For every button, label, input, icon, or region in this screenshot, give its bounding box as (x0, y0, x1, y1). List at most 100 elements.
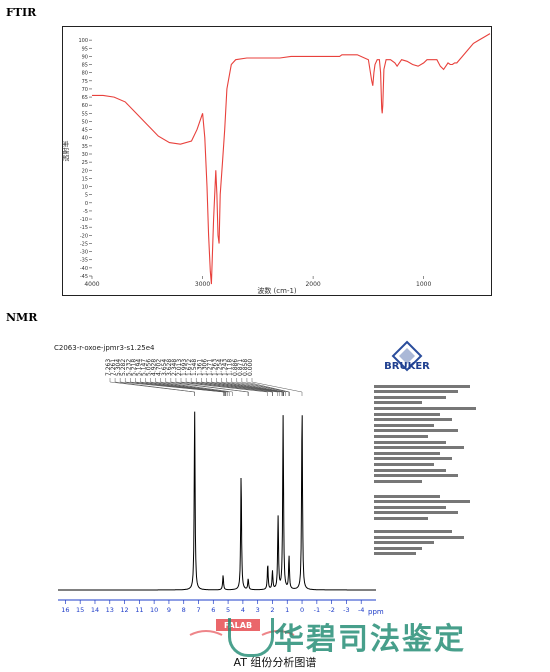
watermark-shield-icon (228, 618, 274, 657)
ftir-y-tick-label: 60 (82, 103, 88, 109)
nmr-peak-label: 1.243 (222, 359, 229, 376)
ftir-y-tick-label: 45 (82, 128, 88, 134)
nmr-peak-connector (246, 378, 290, 396)
nmr-peak-connector (236, 378, 290, 396)
nmr-section-label: NMR (6, 311, 38, 324)
nmr-x-tick-label: 3 (256, 606, 260, 614)
nmr-x-tick-label: 5 (226, 606, 230, 614)
nmr-peak-connector (124, 378, 225, 396)
ftir-y-tick-label: 35 (82, 144, 88, 150)
ftir-y-tick-label: -15 (80, 225, 88, 231)
nmr-x-tick-label: 12 (120, 606, 128, 614)
nmr-x-tick-label: 7 (196, 606, 200, 614)
ftir-y-tick-label: 90 (82, 54, 88, 60)
ftir-x-tick-label: 1000 (416, 281, 431, 288)
nmr-peak-label: 3.628 (166, 359, 173, 376)
nmr-peak-label: 1.672 (186, 359, 193, 376)
nmr-x-tick-label: -3 (343, 606, 349, 614)
nmr-peak-label: 1.118 (227, 359, 234, 376)
nmr-peak-connector (226, 378, 284, 396)
ftir-chart: 100 95 90 85 80 75 70 65 60 55 50 45 40 35 30 25 20 15 10 5… (61, 26, 492, 296)
ftir-y-tick-label: -30 (80, 250, 88, 256)
nmr-x-tick-label: 10 (150, 606, 158, 614)
ftir-y-tick-label: -45 (80, 274, 88, 280)
nmr-peak-connector (170, 378, 249, 396)
ftir-y-tick-label: 40 (82, 136, 88, 142)
ftir-plot: 1009590858075706560555045403530252015105… (61, 26, 492, 296)
nmr-peak-connector (135, 378, 226, 396)
nmr-x-tick-label: -4 (358, 606, 364, 614)
ftir-y-tick-label: 25 (82, 160, 88, 166)
ftir-y-tick-label: 10 (82, 185, 88, 191)
ftir-y-tick-label: 75 (82, 79, 88, 85)
ftir-y-tick-label: 95 (82, 46, 88, 52)
nmr-peak-connector (119, 378, 224, 396)
ftir-y-tick-label: -10 (80, 217, 88, 223)
nmr-x-tick-label: 8 (182, 606, 186, 614)
nmr-peak-connector (251, 378, 303, 396)
nmr-peak-label: 0.000 (247, 359, 254, 376)
watermark-text: 华碧司法鉴定 (274, 622, 466, 657)
nmr-peak-label: 7.261 (110, 359, 117, 376)
ftir-y-tick-label: -40 (80, 266, 88, 272)
nmr-peak-label: 1.548 (191, 359, 198, 376)
nmr-peak-label: 1.263 (212, 359, 219, 376)
bruker-logo: BRUKER (377, 340, 437, 384)
nmr-peak-label: 5.194 (135, 359, 142, 376)
ftir-y-tick-label: 85 (82, 63, 88, 69)
nmr-peak-label: 7.263 (105, 359, 112, 376)
nmr-peak-label: 5.232 (125, 359, 132, 376)
nmr-peak-label: 5.147 (141, 359, 148, 376)
nmr-peak-label: 0.858 (242, 359, 249, 376)
nmr-x-tick-label: 2 (270, 606, 274, 614)
nmr-peak-label: 4.928 (151, 359, 158, 376)
nmr-x-tick-label: 14 (91, 606, 99, 614)
ftir-y-tick-label: -35 (80, 258, 88, 264)
nmr-peak-label: 1.254 (217, 359, 224, 376)
ftir-y-tick-label: -25 (80, 241, 88, 247)
nmr-peak-connector (175, 378, 268, 396)
nmr-peak-connector (206, 378, 283, 396)
ftir-frame (62, 26, 492, 296)
ftir-section-label: FTIR (6, 6, 37, 19)
ftir-x-tick-label: 4000 (84, 281, 99, 288)
nmr-peak-label: 5.282 (120, 359, 127, 376)
ftir-spectrum-line (92, 33, 491, 285)
nmr-peak-connector (155, 378, 230, 396)
nmr-peak-connector (160, 378, 233, 396)
ftir-y-tick-label: 50 (82, 119, 88, 125)
ftir-y-tick-label: 20 (82, 168, 88, 174)
ftir-x-axis-label: 波数 (cm-1) (257, 286, 297, 295)
ftir-y-tick-label: 80 (82, 71, 88, 77)
nmr-x-unit-label: ppm (368, 608, 384, 616)
nmr-x-tick-label: 6 (211, 606, 215, 614)
ftir-x-tick-label: 3000 (195, 281, 210, 288)
nmr-plot: C2063-r-oxoe-jpmr3-s1.25e4 7.2637.2615.3… (54, 344, 384, 616)
nmr-peak-connector (165, 378, 249, 396)
nmr-peak-label: 3.654 (161, 359, 168, 376)
ftir-y-tick-label: 100 (78, 38, 88, 44)
ftir-x-tick-label: 2000 (305, 281, 320, 288)
nmr-x-tick-label: 11 (135, 606, 143, 614)
nmr-x-tick-label: 13 (106, 606, 114, 614)
nmr-x-tick-label: 15 (76, 606, 84, 614)
bruker-logo-graphic: BRUKER (384, 340, 430, 372)
watermark: 华碧司法鉴定 (214, 612, 550, 657)
nmr-header-text: C2063-r-oxoe-jpmr3-s1.25e4 (54, 344, 155, 352)
ftir-y-tick-label: 5 (85, 193, 88, 199)
nmr-peak-label: 5.304 (115, 359, 122, 376)
bruker-wordmark: BRUKER (384, 361, 430, 372)
nmr-peak-connector (140, 378, 226, 396)
nmr-x-tick-label: 1 (285, 606, 289, 614)
nmr-x-tick-label: 0 (300, 606, 304, 614)
ftir-y-tick-label: 0 (85, 201, 88, 207)
nmr-peak-label: 0.886 (232, 359, 239, 376)
nmr-peak-connector (145, 378, 227, 396)
nmr-x-tick-label: -2 (328, 606, 334, 614)
nmr-peak-connector (114, 378, 195, 396)
ftir-y-tick-label: -5 (83, 209, 88, 215)
ftir-y-tick-label: 30 (82, 152, 88, 158)
nmr-chart: C2063-r-oxoe-jpmr3-s1.25e4 7.263 7.261 5.3… (40, 336, 548, 672)
nmr-peak-label: 4.702 (156, 359, 163, 376)
figure-caption: AT 组份分析图谱 (233, 656, 317, 669)
